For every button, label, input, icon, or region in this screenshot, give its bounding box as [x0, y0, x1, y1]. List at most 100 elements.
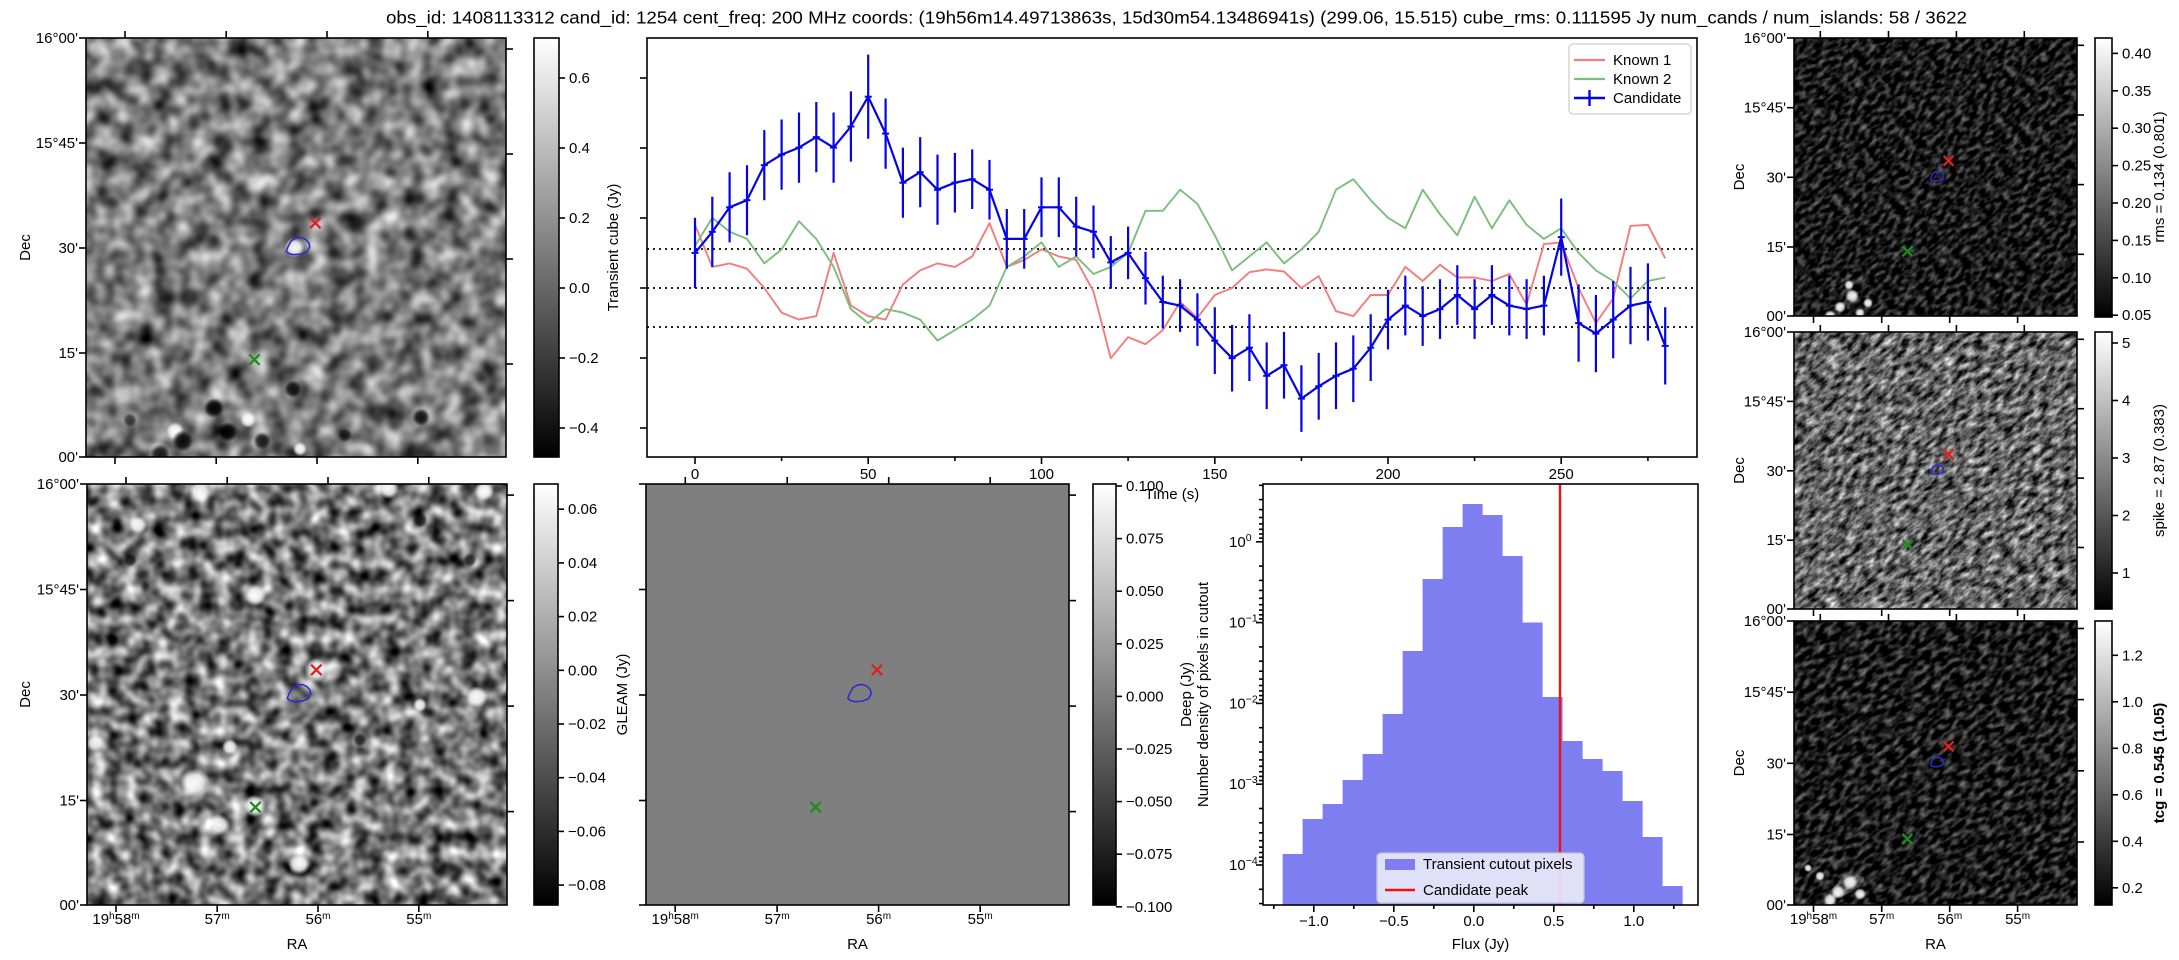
svg-text:00': 00' [1766, 308, 1786, 325]
svg-text:Known 1: Known 1 [1613, 52, 1671, 69]
svg-text:15': 15' [59, 793, 79, 810]
svg-text:16°00': 16°00' [36, 30, 78, 47]
svg-text:2: 2 [2122, 508, 2130, 525]
svg-text:Dec: Dec [1731, 457, 1748, 484]
svg-text:19h58m: 19h58m [92, 911, 139, 928]
svg-text:Candidate peak: Candidate peak [1423, 882, 1529, 899]
svg-text:0.8: 0.8 [2122, 740, 2143, 757]
svg-text:0.2: 0.2 [2122, 880, 2143, 897]
svg-text:0.0: 0.0 [1463, 913, 1484, 930]
svg-text:Time (s): Time (s) [1145, 486, 1199, 503]
svg-text:−0.4: −0.4 [569, 420, 599, 437]
svg-text:1.2: 1.2 [2122, 647, 2143, 664]
svg-text:0.25: 0.25 [2122, 158, 2151, 175]
svg-text:Transient cube (Jy): Transient cube (Jy) [605, 184, 622, 312]
svg-text:rms = 0.134 (0.801): rms = 0.134 (0.801) [2151, 111, 2168, 242]
svg-text:0.4: 0.4 [569, 140, 590, 157]
svg-text:Flux (Jy): Flux (Jy) [1452, 936, 1510, 953]
svg-text:30': 30' [1766, 169, 1786, 186]
svg-text:50: 50 [860, 466, 877, 483]
svg-text:00': 00' [1766, 601, 1786, 618]
svg-text:16°00': 16°00' [1744, 324, 1786, 341]
svg-text:0.5: 0.5 [1543, 913, 1564, 930]
svg-text:−0.06: −0.06 [568, 823, 606, 840]
svg-text:0.0: 0.0 [569, 280, 590, 297]
svg-text:−0.08: −0.08 [568, 877, 606, 894]
svg-text:0.40: 0.40 [2122, 45, 2151, 62]
svg-text:15°45': 15°45' [36, 135, 78, 152]
svg-text:19h58m: 19h58m [1790, 911, 1837, 928]
svg-text:15': 15' [1766, 239, 1786, 256]
svg-text:30': 30' [58, 240, 78, 257]
svg-text:00': 00' [58, 449, 78, 466]
svg-text:Dec: Dec [1731, 749, 1748, 776]
svg-text:3: 3 [2122, 450, 2130, 467]
svg-text:0.06: 0.06 [568, 501, 597, 518]
svg-text:0.05: 0.05 [2122, 307, 2151, 324]
svg-text:spike = 2.87 (0.383): spike = 2.87 (0.383) [2151, 404, 2168, 537]
svg-text:Candidate: Candidate [1613, 90, 1681, 107]
svg-text:0.075: 0.075 [1126, 531, 1164, 548]
svg-text:0.025: 0.025 [1126, 636, 1164, 653]
svg-text:−0.025: −0.025 [1126, 741, 1172, 758]
svg-text:5: 5 [2122, 335, 2130, 352]
svg-text:0.000: 0.000 [1126, 688, 1164, 705]
svg-text:15°45': 15°45' [1744, 393, 1786, 410]
svg-text:−0.2: −0.2 [569, 350, 599, 367]
svg-text:Number density of pixels in cu: Number density of pixels in cutout [1195, 581, 1212, 807]
svg-text:30': 30' [59, 687, 79, 704]
svg-text:0: 0 [691, 466, 699, 483]
svg-text:0.050: 0.050 [1126, 583, 1164, 600]
svg-text:0.35: 0.35 [2122, 83, 2151, 100]
svg-text:0.2: 0.2 [569, 210, 590, 227]
svg-text:obs_id: 1408113312 cand_id: 12: obs_id: 1408113312 cand_id: 1254 cent_fr… [386, 7, 1967, 28]
svg-text:0.15: 0.15 [2122, 232, 2151, 249]
svg-text:−0.02: −0.02 [568, 716, 606, 733]
svg-text:0.4: 0.4 [2122, 833, 2143, 850]
svg-text:150: 150 [1202, 466, 1227, 483]
svg-text:1.0: 1.0 [2122, 694, 2143, 711]
svg-text:GLEAM (Jy): GLEAM (Jy) [614, 654, 631, 736]
svg-text:0.6: 0.6 [569, 70, 590, 87]
svg-text:16°00': 16°00' [1744, 613, 1786, 630]
svg-text:1.0: 1.0 [1623, 913, 1644, 930]
svg-text:0.00: 0.00 [568, 662, 597, 679]
svg-text:Transient cutout pixels: Transient cutout pixels [1423, 856, 1573, 873]
svg-text:0.100: 0.100 [1126, 478, 1164, 495]
svg-text:00': 00' [1766, 897, 1786, 914]
svg-text:30': 30' [1766, 463, 1786, 480]
svg-text:4: 4 [2122, 393, 2130, 410]
svg-text:Dec: Dec [1731, 163, 1748, 190]
svg-text:−0.100: −0.100 [1126, 899, 1172, 916]
svg-text:200: 200 [1375, 466, 1400, 483]
svg-text:15°45': 15°45' [37, 582, 79, 599]
svg-text:0.6: 0.6 [2122, 787, 2143, 804]
svg-text:RA: RA [847, 936, 868, 953]
svg-text:00': 00' [59, 897, 79, 914]
svg-text:0.30: 0.30 [2122, 120, 2151, 137]
svg-text:RA: RA [287, 936, 308, 953]
svg-text:19h58m: 19h58m [652, 911, 699, 928]
svg-text:15': 15' [58, 345, 78, 362]
svg-text:16°00': 16°00' [37, 476, 79, 493]
svg-text:0.04: 0.04 [568, 555, 597, 572]
svg-text:−0.050: −0.050 [1126, 794, 1172, 811]
svg-text:16°00': 16°00' [1744, 30, 1786, 47]
svg-text:30': 30' [1766, 755, 1786, 772]
svg-text:−0.04: −0.04 [568, 770, 606, 787]
svg-text:1: 1 [2122, 565, 2130, 582]
svg-text:15°45': 15°45' [1744, 684, 1786, 701]
svg-text:tcg = 0.545 (1.05): tcg = 0.545 (1.05) [2151, 703, 2168, 823]
svg-text:250: 250 [1549, 466, 1574, 483]
svg-text:−0.075: −0.075 [1126, 846, 1172, 863]
svg-text:Deep (Jy): Deep (Jy) [1178, 662, 1195, 727]
svg-text:100: 100 [1029, 466, 1054, 483]
svg-text:Dec: Dec [17, 681, 34, 708]
svg-text:15': 15' [1766, 532, 1786, 549]
svg-text:Dec: Dec [17, 234, 34, 261]
svg-text:0.20: 0.20 [2122, 195, 2151, 212]
svg-text:0.02: 0.02 [568, 609, 597, 626]
svg-text:RA: RA [1925, 936, 1946, 953]
svg-text:−0.5: −0.5 [1379, 913, 1409, 930]
svg-text:15': 15' [1766, 827, 1786, 844]
